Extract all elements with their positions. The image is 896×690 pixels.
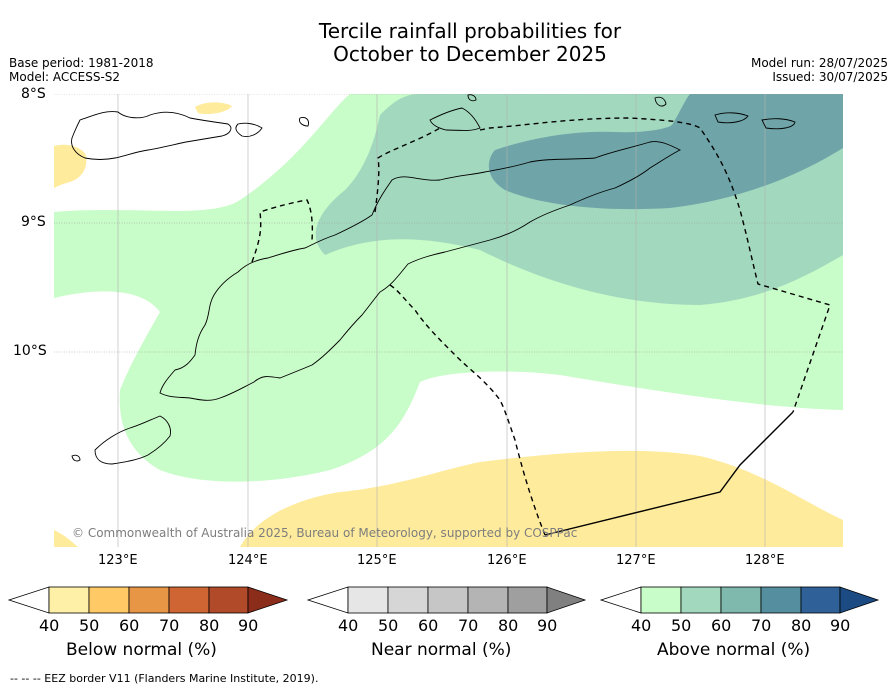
eez-border-east-dashed bbox=[479, 117, 831, 413]
cb-above-tick-70: 70 bbox=[751, 616, 772, 635]
cb-below-tick-40: 40 bbox=[39, 616, 60, 635]
cb-above-tick-40: 40 bbox=[631, 616, 652, 635]
eez-footnote: -- -- -- EEZ border V11 (Flanders Marine… bbox=[10, 672, 319, 685]
colorbar-near-normal-bin-4 bbox=[467, 586, 509, 614]
below-normal-40-50-small-region bbox=[195, 102, 232, 115]
cb-above-tick-90: 90 bbox=[830, 616, 851, 635]
map-title-line2: October to December 2025 bbox=[333, 42, 607, 66]
map-area bbox=[54, 94, 843, 547]
wetar-island-outline bbox=[429, 107, 481, 131]
cb-near-tick-40: 40 bbox=[338, 616, 359, 635]
colorbar-near-normal-label: Near normal (%) bbox=[371, 640, 512, 660]
eez-border-solid-segment bbox=[544, 411, 794, 536]
colorbar-near-normal-max-arrow bbox=[546, 586, 587, 614]
cb-below-tick-80: 80 bbox=[199, 616, 220, 635]
rote-island-outline bbox=[71, 454, 81, 462]
coastlines bbox=[71, 94, 796, 465]
eez-border-west-dashed bbox=[389, 284, 546, 536]
cb-below-tick-70: 70 bbox=[159, 616, 180, 635]
small-island-outline-1 bbox=[654, 96, 667, 107]
colorbar-above-normal-bin-4 bbox=[760, 586, 802, 614]
lon-label-128e: 128°E bbox=[745, 553, 785, 568]
lon-label-127e: 127°E bbox=[616, 553, 656, 568]
cb-above-tick-50: 50 bbox=[671, 616, 692, 635]
lat-label-9s: 9°S bbox=[21, 214, 46, 230]
sumba-island-outline bbox=[94, 415, 171, 465]
colorbar-below-normal-bin-5 bbox=[208, 586, 249, 614]
colorbar-near-normal-bin-3 bbox=[427, 586, 469, 614]
graticule-lon bbox=[117, 94, 766, 547]
cb-near-tick-80: 80 bbox=[498, 616, 519, 635]
small-island-outline-5 bbox=[467, 94, 477, 102]
cb-near-tick-90: 90 bbox=[537, 616, 558, 635]
below-normal-40-50-nw-region bbox=[54, 144, 87, 188]
lat-label-10s: 10°S bbox=[13, 343, 47, 359]
colorbar-above-normal-bin-1 bbox=[640, 586, 682, 614]
eez-border bbox=[251, 117, 831, 536]
copyright-notice: © Commonwealth of Australia 2025, Bureau… bbox=[72, 526, 578, 540]
flores-island-outline bbox=[235, 122, 263, 137]
issued-date: Issued: 30/07/2025 bbox=[772, 70, 888, 84]
colorbar-near-normal-bin-5 bbox=[507, 586, 548, 614]
map-title-line1: Tercile rainfall probabilities for bbox=[318, 19, 622, 43]
colorbar-below-normal-bin-2 bbox=[88, 586, 130, 614]
colorbar-above-normal-max-arrow bbox=[839, 586, 880, 614]
base-period: Base period: 1981-2018 bbox=[9, 56, 154, 70]
small-island-outline-2 bbox=[714, 112, 749, 124]
colorbar-below-normal bbox=[7, 586, 289, 614]
eez-border-west-stub-dashed bbox=[251, 199, 314, 263]
cb-below-tick-90: 90 bbox=[238, 616, 259, 635]
colorbar-above-normal bbox=[599, 586, 880, 614]
colorbar-above-normal-min-arrow bbox=[599, 586, 642, 614]
colorbar-near-normal bbox=[306, 586, 587, 614]
colorbar-below-normal-min-arrow bbox=[7, 586, 50, 614]
above-normal-60-70-region bbox=[488, 94, 843, 210]
model-run: Model run: 28/07/2025 bbox=[750, 56, 888, 70]
colorbar-above-normal-bin-2 bbox=[680, 586, 722, 614]
graticule bbox=[54, 94, 843, 353]
cb-near-tick-70: 70 bbox=[458, 616, 479, 635]
lat-label-8s: 8°S bbox=[21, 86, 46, 102]
cb-above-tick-80: 80 bbox=[791, 616, 812, 635]
cb-below-tick-60: 60 bbox=[119, 616, 140, 635]
cb-above-tick-60: 60 bbox=[711, 616, 732, 635]
colorbar-below-normal-bin-3 bbox=[128, 586, 170, 614]
cb-near-tick-60: 60 bbox=[418, 616, 439, 635]
colorbar-above-normal-bin-5 bbox=[800, 586, 841, 614]
small-island-outline-3 bbox=[761, 118, 796, 130]
lon-label-126e: 126°E bbox=[487, 553, 527, 568]
lon-label-124e: 124°E bbox=[228, 553, 268, 568]
alor-island-outline bbox=[71, 111, 232, 160]
colorbar-below-normal-label: Below normal (%) bbox=[66, 640, 217, 660]
colorbar-near-normal-bin-2 bbox=[387, 586, 429, 614]
timor-island-outline bbox=[159, 141, 682, 401]
colorbar-above-normal-label: Above normal (%) bbox=[657, 640, 811, 660]
colorbar-near-normal-min-arrow bbox=[306, 586, 349, 614]
lon-label-123e: 123°E bbox=[98, 553, 138, 568]
colorbar-above-normal-bin-3 bbox=[720, 586, 762, 614]
eez-border-northwest-dashed bbox=[374, 127, 441, 213]
meta-right: Model run: 28/07/2025 Issued: 30/07/2025 bbox=[751, 56, 888, 84]
below-normal-40-50-south-region bbox=[240, 450, 843, 547]
cb-below-tick-50: 50 bbox=[79, 616, 100, 635]
colorbar-below-normal-max-arrow bbox=[247, 586, 289, 614]
colorbar-below-normal-bin-4 bbox=[168, 586, 210, 614]
colorbar-near-normal-bin-1 bbox=[347, 586, 389, 614]
below-normal-40-50-sw-region bbox=[54, 530, 78, 547]
small-island-outline-4 bbox=[299, 117, 309, 127]
map-title: Tercile rainfall probabilities for Octob… bbox=[0, 20, 896, 66]
meta-left: Base period: 1981-2018 Model: ACCESS-S2 bbox=[9, 56, 154, 84]
lon-label-125e: 125°E bbox=[357, 553, 397, 568]
colorbar-below-normal-bin-1 bbox=[48, 586, 90, 614]
model-name: Model: ACCESS-S2 bbox=[9, 70, 121, 84]
cb-near-tick-50: 50 bbox=[378, 616, 399, 635]
